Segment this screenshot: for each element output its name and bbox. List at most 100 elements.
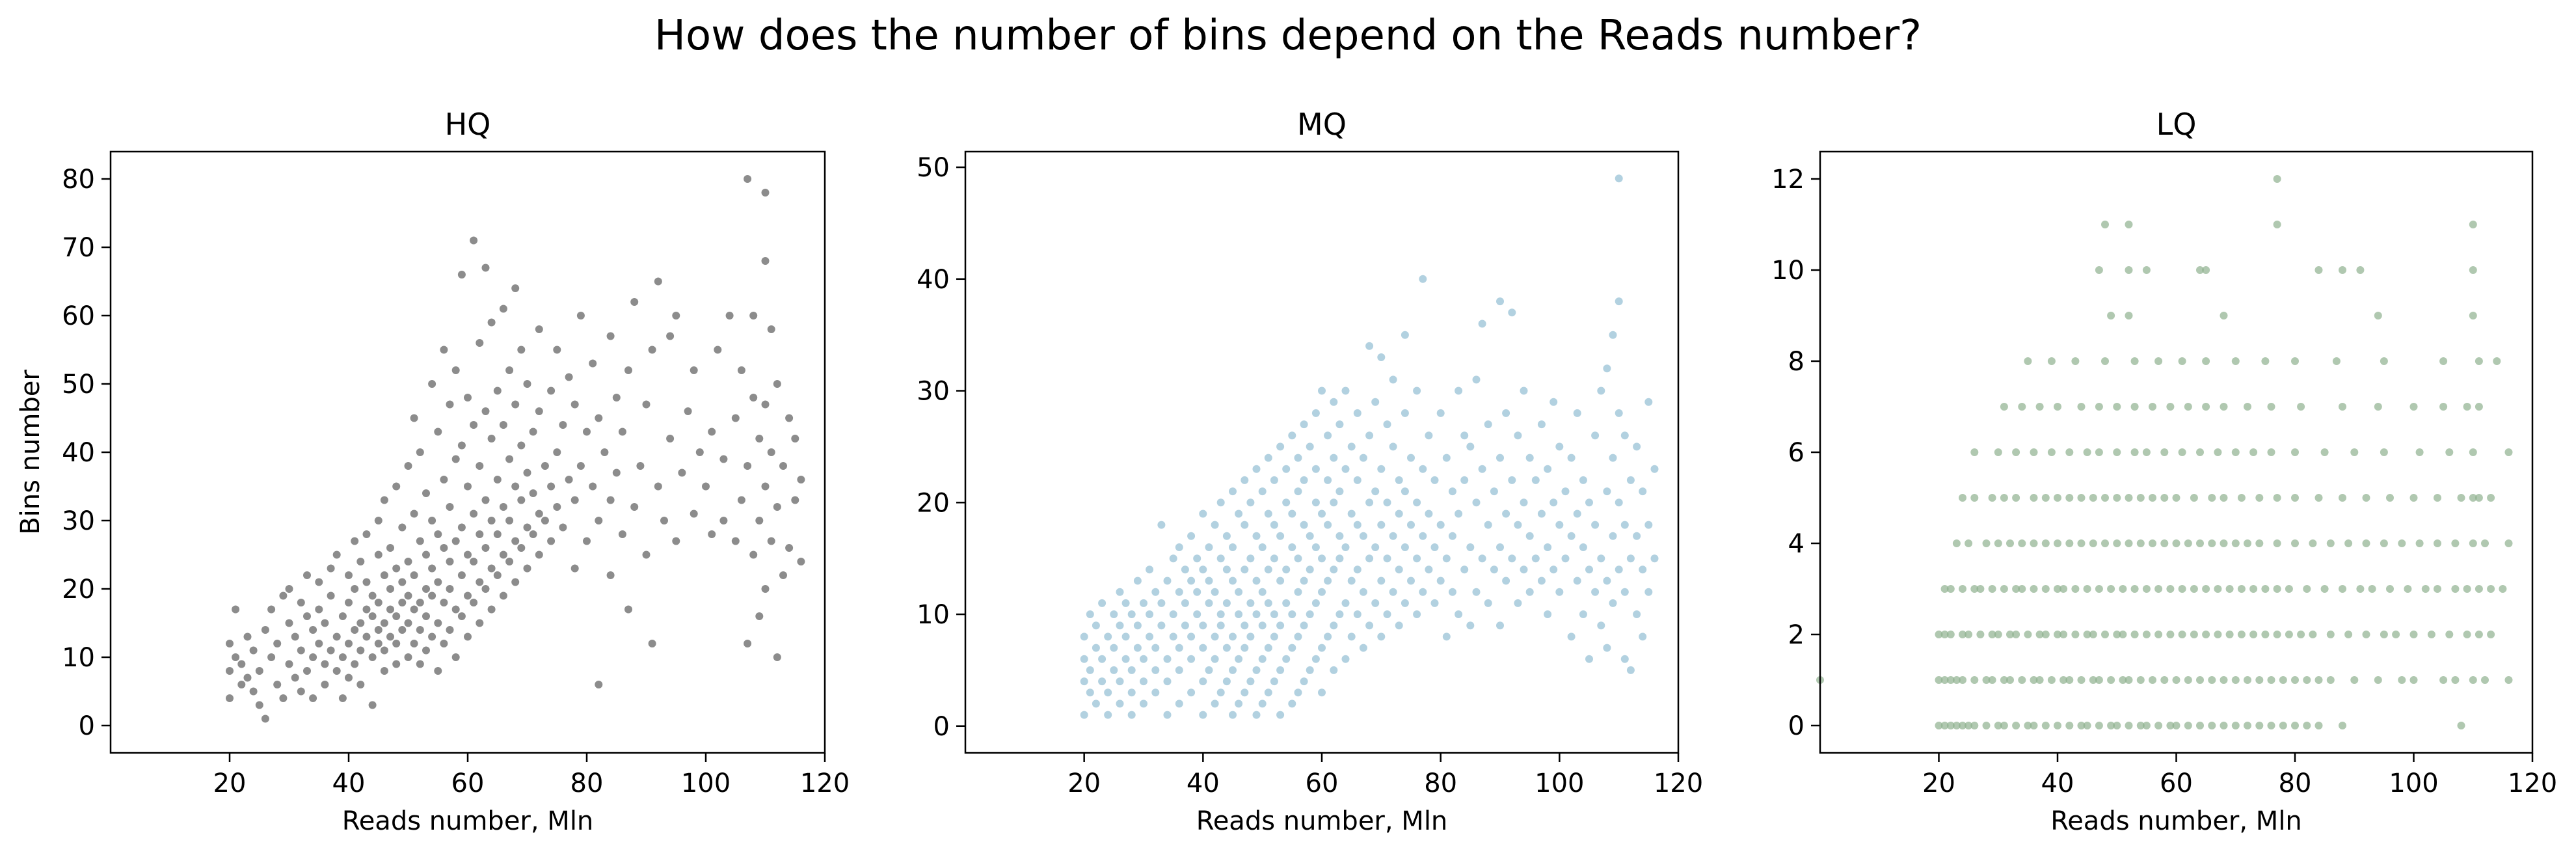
data-point xyxy=(386,633,394,641)
data-point xyxy=(2362,539,2370,547)
data-point xyxy=(1264,565,1272,574)
data-point xyxy=(2469,539,2477,547)
panel-lq: 20 40 60 80 100 120 0 2 4 6 8 10 12 LQ Reads number, M… xyxy=(1771,107,2557,836)
data-point xyxy=(2125,221,2133,228)
panel-mq: 20 40 60 80 100 120 0 10 20 30 40 50 MQ Reads number,… xyxy=(917,107,1703,836)
data-point xyxy=(1365,431,1374,440)
data-point xyxy=(523,564,531,573)
data-point xyxy=(2214,585,2222,593)
data-point xyxy=(285,585,293,593)
data-point xyxy=(1365,621,1374,630)
data-point xyxy=(1407,577,1415,585)
data-point xyxy=(1306,442,1314,451)
x-tick-label: 100 xyxy=(1535,769,1584,798)
data-point xyxy=(1104,711,1112,719)
data-point xyxy=(2469,494,2477,502)
data-point xyxy=(1455,387,1463,395)
data-point xyxy=(1377,577,1386,585)
data-point xyxy=(404,653,412,661)
data-point xyxy=(1347,510,1356,518)
data-point xyxy=(1609,454,1617,462)
data-point xyxy=(1288,431,1296,440)
x-tick-label: 120 xyxy=(1654,769,1703,798)
data-point xyxy=(362,605,371,614)
data-point xyxy=(2297,403,2305,411)
data-point xyxy=(2196,539,2204,547)
data-point xyxy=(2202,585,2210,593)
data-point xyxy=(2101,357,2109,365)
data-point xyxy=(2000,494,2008,502)
data-point xyxy=(2172,676,2180,684)
data-point xyxy=(1318,588,1326,596)
data-point xyxy=(1425,510,1433,518)
data-point xyxy=(470,558,478,565)
data-point xyxy=(2493,357,2501,365)
data-point xyxy=(1335,420,1344,429)
data-point xyxy=(487,318,496,327)
data-point xyxy=(1347,633,1356,641)
data-point xyxy=(2041,494,2050,502)
data-point xyxy=(559,421,567,429)
data-point xyxy=(708,428,716,436)
data-point xyxy=(1199,711,1207,719)
data-point xyxy=(2267,448,2275,456)
data-point xyxy=(2035,676,2044,684)
data-point xyxy=(2220,722,2228,729)
data-point xyxy=(666,435,675,442)
data-point xyxy=(1531,554,1540,563)
data-point xyxy=(2107,585,2115,593)
data-point xyxy=(1383,610,1391,618)
data-point xyxy=(1318,387,1326,395)
data-point xyxy=(1187,577,1196,585)
data-point xyxy=(2409,403,2418,411)
data-point xyxy=(1591,521,1600,529)
data-point xyxy=(1229,711,1237,719)
data-point xyxy=(404,558,412,565)
data-point xyxy=(1324,633,1332,641)
data-point xyxy=(1193,554,1201,563)
data-point xyxy=(2350,448,2359,456)
data-point xyxy=(2386,494,2394,502)
data-point xyxy=(2000,676,2008,684)
data-point xyxy=(464,633,472,641)
data-point xyxy=(1573,409,1581,417)
data-point xyxy=(595,414,603,422)
data-point xyxy=(1187,688,1196,697)
y-tick-label: 40 xyxy=(917,265,950,295)
data-point xyxy=(428,380,436,388)
data-point xyxy=(2409,494,2418,502)
data-point xyxy=(1970,676,1979,684)
data-point xyxy=(2434,539,2441,547)
data-point xyxy=(1140,655,1147,663)
data-point xyxy=(1222,565,1231,574)
data-point xyxy=(1157,521,1166,529)
data-point xyxy=(297,599,305,606)
data-point xyxy=(2196,266,2204,274)
data-point xyxy=(1531,476,1540,484)
data-point xyxy=(315,578,323,586)
y-tick-label: 40 xyxy=(62,438,95,468)
data-point xyxy=(2279,722,2287,729)
data-point xyxy=(666,332,675,340)
data-point xyxy=(2249,448,2258,456)
data-point xyxy=(2018,403,2026,411)
data-point xyxy=(1288,700,1296,708)
data-point xyxy=(2166,585,2175,593)
data-point xyxy=(2047,676,2056,684)
data-point xyxy=(630,298,639,306)
data-point xyxy=(2059,585,2068,593)
data-point xyxy=(1615,565,1623,574)
data-point xyxy=(2309,631,2317,638)
data-point xyxy=(410,414,418,422)
data-point xyxy=(1235,510,1243,518)
data-point xyxy=(1270,476,1278,484)
y-tick-label: 10 xyxy=(1771,256,1805,286)
data-point xyxy=(1347,442,1356,451)
data-point xyxy=(2249,631,2258,638)
data-point xyxy=(2469,448,2477,456)
data-point xyxy=(2374,403,2382,411)
data-point xyxy=(2142,266,2151,274)
data-point xyxy=(2119,676,2127,684)
data-point xyxy=(362,578,371,586)
data-point xyxy=(1952,539,1961,547)
